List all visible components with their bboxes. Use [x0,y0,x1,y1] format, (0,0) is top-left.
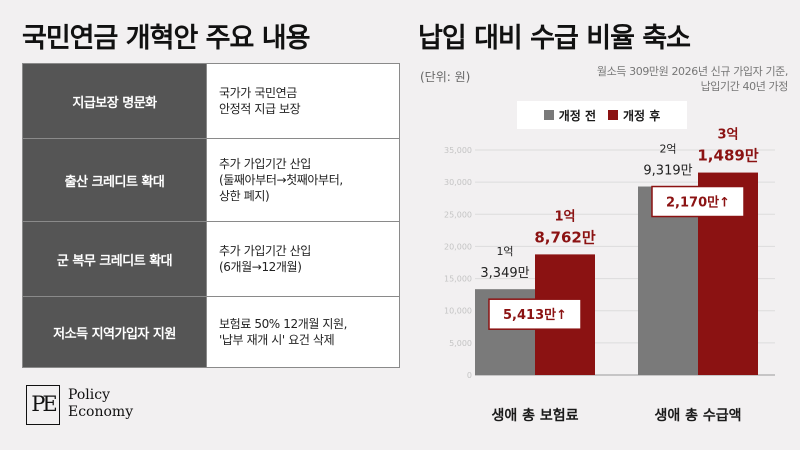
legend-swatch-before [543,110,554,120]
reform-item-desc-text: 추가 가입기간 산입 (둘째아부터→첫째아부터, 상한 폐지) [219,157,343,203]
reform-item-label: 출산 크레디트 확대 [22,138,207,222]
table-row: 군 복무 크레디트 확대 추가 가입기간 산입 (6개월→12개월) [22,221,400,297]
bar-before [638,186,698,375]
difference-box [488,298,582,330]
difference-box [651,185,745,218]
data-label: 3억 [717,128,738,143]
note-line-2: 납입기간 40년 가정 [700,80,789,93]
reform-table: 지급보장 명문화 국가가 국민연금 안정적 지급 보장 출산 크레디트 확대 추… [22,63,400,368]
legend-swatch-after [608,110,618,120]
x-category-label: 생애 총 보험료 [491,407,578,424]
data-label: 1억 [496,245,513,258]
table-row: 지급보장 명문화 국가가 국민연금 안정적 지급 보장 [22,63,400,139]
reform-item-label: 군 복무 크레디트 확대 [22,221,207,297]
reform-item-desc: 보험료 50% 12개월 지원, '납부 재개 시' 요건 삭제 [206,296,400,368]
reform-item-label: 저소득 지역가입자 지원 [22,296,207,368]
data-label: 3,349만 [480,266,529,281]
note-line-1: 월소득 309만원 2026년 신규 가입자 기준, [596,65,789,78]
x-category-label: 생애 총 수급액 [654,407,741,424]
legend-label-before: 개정 전 [558,108,596,123]
y-tick-label: 30,000 [444,178,472,187]
chart-legend: 개정 전 개정 후 [517,101,687,129]
assumption-note: 월소득 309만원 2026년 신규 가입자 기준, 납입기간 40년 가정 [596,64,789,94]
reform-item-desc: 추가 가입기간 산입 (둘째아부터→첫째아부터, 상한 폐지) [206,138,400,222]
y-tick-label: 35,000 [444,146,472,155]
data-label: 1,489만 [697,147,758,165]
reform-item-desc-text: 추가 가입기간 산입 (6개월→12개월) [219,244,311,274]
y-tick-label: 15,000 [444,275,472,284]
legend-label-after: 개정 후 [623,108,661,123]
difference-label: 5,413만↑ [503,307,567,323]
reform-item-desc-text: 국가가 국민연금 안정적 지급 보장 [219,86,301,116]
chart-title: 납입 대비 수급 비율 축소 [418,23,691,54]
data-label: 2억 [659,143,676,156]
difference-label: 2,170만↑ [666,195,730,211]
y-tick-label: 20,000 [444,242,472,251]
unit-label: (단위: 원) [420,70,471,84]
logo-mark: PE [26,385,60,425]
policy-economy-logo: PE Policy Economy [26,385,186,429]
legend-item-before: 개정 전 [543,107,596,124]
data-label: 1억 [554,209,575,224]
left-panel-title: 국민연금 개혁안 주요 내용 [22,23,310,54]
y-tick-label: 25,000 [444,210,472,219]
y-tick-label: 10,000 [444,307,472,316]
y-tick-label: 0 [467,371,472,380]
logo-line-1: Policy [68,387,110,403]
table-row: 출산 크레디트 확대 추가 가입기간 산입 (둘째아부터→첫째아부터, 상한 폐… [22,138,400,222]
table-row: 저소득 지역가입자 지원 보험료 50% 12개월 지원, '납부 재개 시' … [22,296,400,368]
y-tick-label: 5,000 [449,339,472,348]
data-label: 8,762만 [534,228,595,246]
reform-item-desc: 추가 가입기간 산입 (6개월→12개월) [206,221,400,297]
data-label: 9,319만 [643,164,692,179]
logo-wordmark: Policy Economy [68,387,133,421]
legend-item-after: 개정 후 [608,107,660,124]
logo-line-2: Economy [68,404,134,420]
reform-item-label: 지급보장 명문화 [22,63,207,139]
reform-item-desc: 국가가 국민연금 안정적 지급 보장 [206,63,400,139]
reform-item-desc-text: 보험료 50% 12개월 지원, '납부 재개 시' 요건 삭제 [219,317,348,347]
